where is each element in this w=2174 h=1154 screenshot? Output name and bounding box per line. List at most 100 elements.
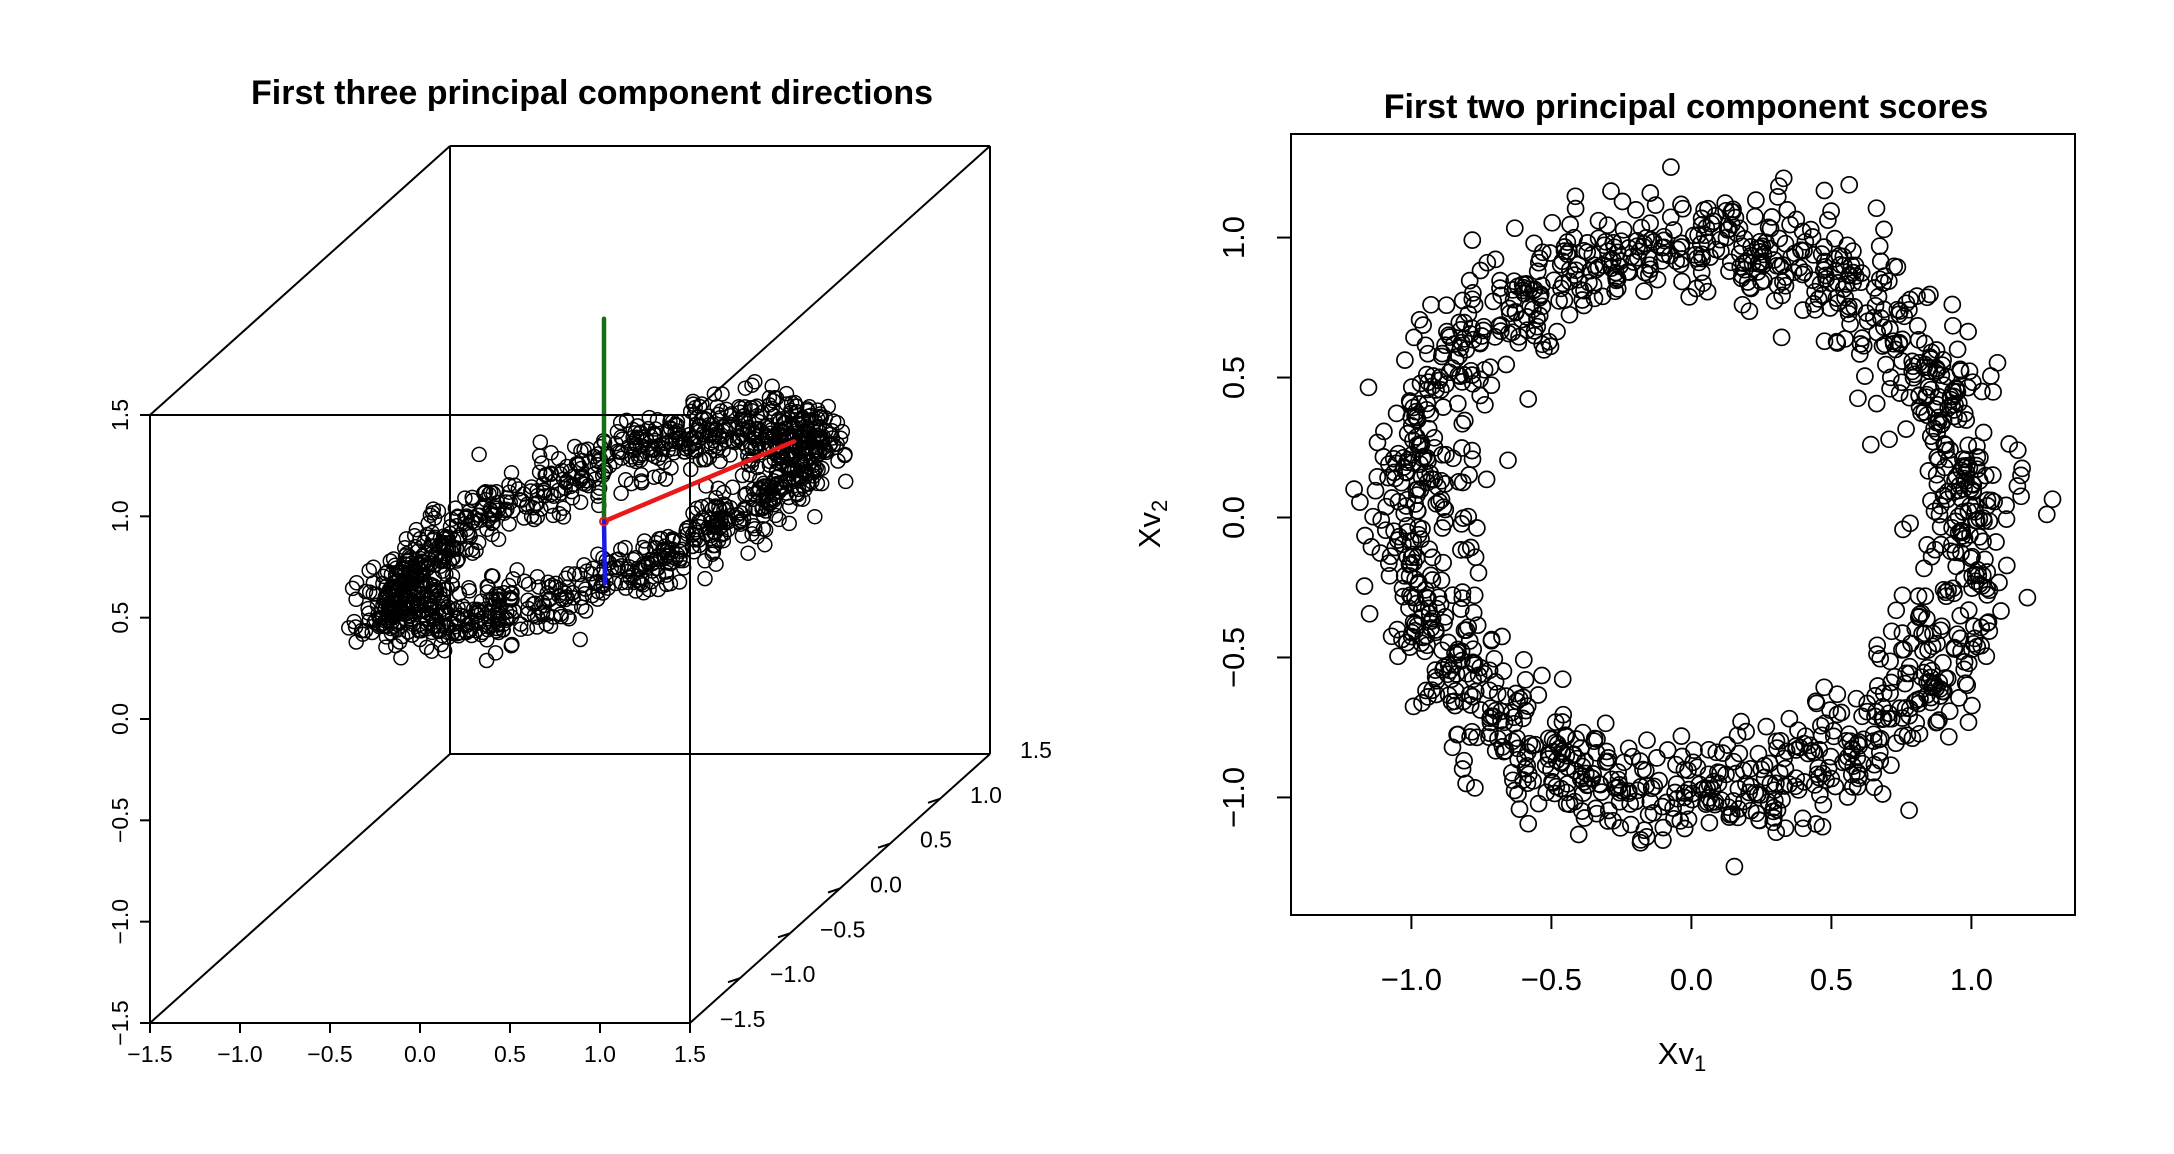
data-point xyxy=(1891,302,1909,320)
data-point xyxy=(1781,215,1799,234)
data-point xyxy=(1432,571,1451,590)
data-point xyxy=(1699,765,1718,784)
data-point xyxy=(1910,354,1929,372)
data-point xyxy=(1959,713,1978,732)
data-point xyxy=(1925,419,1943,438)
data-point xyxy=(1394,587,1413,606)
data-point xyxy=(1667,252,1686,270)
data-point xyxy=(647,448,663,465)
data-point xyxy=(1888,258,1907,276)
data-point xyxy=(1768,801,1787,819)
data-point xyxy=(1963,579,1981,597)
z-tick-label: 1.5 xyxy=(107,399,133,431)
data-point xyxy=(1904,368,1923,387)
data-point xyxy=(1372,511,1391,529)
data-point xyxy=(1497,687,1516,705)
data-point xyxy=(561,611,577,627)
data-point xyxy=(1396,351,1414,369)
data-point xyxy=(1846,256,1865,275)
data-point xyxy=(1786,777,1805,796)
data-point xyxy=(1997,556,2016,575)
data-point xyxy=(1569,825,1588,844)
data-point xyxy=(1426,623,1445,642)
data-point xyxy=(1514,688,1533,707)
data-point xyxy=(1922,688,1940,707)
data-point xyxy=(1427,685,1446,704)
data-point xyxy=(1915,663,1933,682)
data-point xyxy=(1772,328,1791,347)
data-point xyxy=(1939,727,1958,746)
data-point xyxy=(1427,494,1446,513)
data-point xyxy=(1379,468,1397,487)
data-point xyxy=(462,622,478,639)
principal-direction-vectors xyxy=(599,316,797,586)
data-point xyxy=(747,373,763,390)
data-point xyxy=(1672,234,1691,253)
data-point xyxy=(1815,332,1834,351)
data-point xyxy=(1907,713,1926,732)
data-point xyxy=(1481,699,1500,718)
x-tick-label: −1.0 xyxy=(1381,962,1442,997)
data-point xyxy=(1849,733,1868,751)
data-point xyxy=(1935,458,1954,477)
data-point xyxy=(1449,472,1468,491)
data-point xyxy=(1867,394,1886,413)
data-point xyxy=(444,568,461,584)
data-point xyxy=(1900,801,1918,820)
data-point xyxy=(1371,544,1390,562)
data-point xyxy=(1882,622,1901,641)
data-point xyxy=(1512,310,1531,329)
data-point xyxy=(1718,221,1737,239)
data-point xyxy=(1402,416,1421,435)
data-point xyxy=(1821,747,1840,766)
data-point xyxy=(1471,386,1490,405)
data-point xyxy=(796,423,813,439)
data-point xyxy=(772,422,788,438)
data-point xyxy=(790,407,806,423)
data-point xyxy=(1398,633,1416,652)
data-point xyxy=(1491,271,1509,290)
data-point xyxy=(809,410,826,427)
data-point xyxy=(1832,703,1851,722)
y-tick xyxy=(827,887,841,894)
data-point xyxy=(1876,335,1894,354)
data-point xyxy=(523,508,540,524)
data-point xyxy=(1849,389,1867,408)
data-point xyxy=(1919,462,1938,480)
data-point xyxy=(1434,398,1453,416)
data-point xyxy=(1426,661,1445,679)
data-point xyxy=(633,467,650,483)
data-point xyxy=(1419,419,1438,438)
data-point xyxy=(1573,723,1592,742)
x-tick-label: −1.5 xyxy=(127,1041,172,1067)
data-point xyxy=(1491,322,1510,340)
data-point xyxy=(1503,732,1522,751)
data-point xyxy=(1709,763,1727,782)
data-point xyxy=(761,397,778,413)
data-point xyxy=(501,516,517,532)
data-point xyxy=(1525,234,1543,253)
data-point xyxy=(660,540,676,557)
data-point xyxy=(1848,735,1867,753)
data-point xyxy=(807,508,823,525)
data-point xyxy=(1698,779,1717,798)
data-point xyxy=(1653,252,1671,270)
data-point xyxy=(687,532,703,548)
data-point xyxy=(1853,329,1871,347)
data-point xyxy=(520,576,537,592)
data-point xyxy=(1504,290,1523,309)
data-point xyxy=(1880,430,1898,449)
data-point xyxy=(1484,292,1503,311)
data-point xyxy=(1453,760,1472,778)
data-point xyxy=(1906,619,1925,638)
data-point xyxy=(1589,211,1608,230)
data-point xyxy=(1673,272,1691,291)
data-point xyxy=(2013,459,2031,478)
data-point xyxy=(1665,809,1683,828)
data-point xyxy=(361,605,377,621)
data-point xyxy=(1635,282,1653,301)
data-point xyxy=(745,517,761,534)
chart-title-3d: First three principal component directio… xyxy=(251,74,933,112)
data-point xyxy=(1641,260,1660,279)
x-axis-label: Xv1 xyxy=(1658,1036,1706,1076)
